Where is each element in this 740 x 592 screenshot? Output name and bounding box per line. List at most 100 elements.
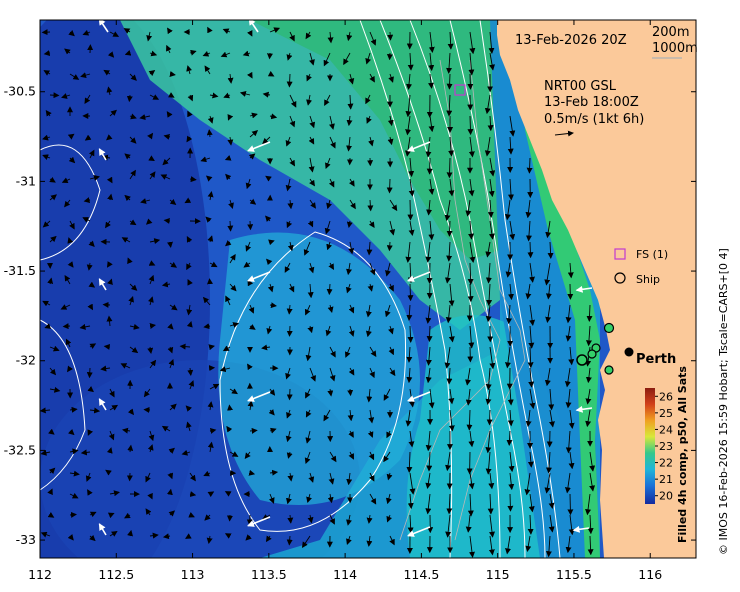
current-arrow	[204, 514, 211, 521]
current-arrow	[504, 346, 511, 369]
current-arrow	[207, 191, 214, 201]
current-arrow	[49, 345, 60, 352]
wind-arrow	[407, 391, 431, 402]
colorbar-tick-label: 22	[659, 457, 673, 470]
current-arrow	[124, 153, 131, 160]
wind-arrow	[407, 271, 431, 282]
current-arrow	[80, 72, 91, 79]
current-arrow	[369, 493, 377, 505]
current-arrow	[565, 535, 572, 554]
wind-arrow	[247, 391, 271, 402]
current-arrow	[229, 253, 236, 264]
current-arrow	[346, 220, 353, 228]
current-arrow	[527, 451, 534, 468]
colorbar-tick-label: 25	[659, 407, 673, 420]
current-arrow	[126, 94, 133, 103]
current-arrow	[245, 241, 252, 252]
current-arrow	[285, 178, 292, 192]
current-arrow	[465, 514, 472, 533]
current-arrow	[529, 388, 536, 410]
current-arrow	[187, 367, 194, 376]
current-arrow	[129, 169, 136, 180]
current-arrow	[346, 535, 352, 545]
current-arrow	[207, 278, 213, 285]
current-arrow	[305, 31, 312, 40]
current-arrow	[202, 50, 211, 57]
current-arrow	[227, 404, 234, 411]
current-arrow	[446, 52, 453, 74]
current-arrow	[187, 279, 193, 286]
current-arrow	[249, 112, 258, 119]
current-arrow	[405, 115, 412, 136]
current-arrow	[86, 262, 93, 271]
current-arrow	[242, 50, 251, 57]
wind-arrow	[407, 141, 431, 152]
current-arrow	[325, 325, 332, 337]
current-arrow	[49, 92, 60, 99]
current-arrow	[446, 94, 453, 117]
current-arrow	[44, 323, 52, 329]
current-arrow	[365, 52, 372, 65]
isobath-1000m-label: 1000m	[652, 41, 698, 56]
current-arrow	[67, 237, 74, 244]
current-arrow	[146, 31, 153, 42]
current-source-label: NRT00 GSL	[544, 79, 617, 94]
current-arrow	[42, 300, 51, 307]
current-arrow	[323, 52, 331, 67]
current-arrow	[83, 197, 91, 204]
current-arrow	[386, 472, 393, 481]
current-arrow	[86, 367, 93, 379]
current-arrow	[324, 94, 331, 106]
current-arrow	[468, 220, 475, 240]
current-arrow	[87, 489, 93, 496]
fs-legend-label: FS (1)	[636, 248, 668, 261]
current-arrow	[428, 115, 435, 133]
colorbar-tick-label: 20	[659, 490, 673, 503]
current-arrow	[167, 92, 175, 98]
current-arrow	[428, 220, 435, 241]
current-arrow	[261, 344, 271, 351]
current-arrow	[348, 178, 355, 187]
current-arrow	[207, 26, 213, 34]
current-arrow	[389, 367, 396, 377]
current-arrow	[107, 278, 113, 286]
current-arrow	[387, 31, 394, 41]
current-arrow	[385, 262, 391, 277]
x-tick-label: 113.5	[251, 567, 287, 582]
current-arrow	[64, 274, 71, 285]
current-arrow	[504, 199, 511, 221]
current-arrow	[507, 493, 514, 512]
current-arrow	[203, 470, 211, 477]
current-arrow	[61, 177, 71, 183]
current-arrow	[485, 304, 492, 323]
current-arrow	[181, 449, 191, 456]
current-arrow	[229, 322, 240, 328]
current-arrow	[444, 346, 451, 369]
current-arrow	[149, 94, 160, 100]
current-arrow	[484, 94, 491, 115]
current-arrow	[585, 325, 592, 347]
wind-arrow	[98, 148, 107, 161]
current-arrow	[489, 346, 496, 370]
current-arrow	[308, 136, 315, 145]
current-arrow	[326, 241, 333, 251]
current-arrow	[468, 178, 475, 197]
current-arrow	[508, 451, 515, 473]
current-arrow	[465, 199, 472, 217]
current-arrow	[186, 236, 193, 243]
current-arrow	[286, 304, 293, 315]
current-arrow	[80, 449, 91, 456]
current-arrow	[307, 325, 314, 334]
current-arrow	[585, 388, 592, 405]
colorbar-tick-label: 24	[659, 423, 673, 436]
current-arrow	[347, 94, 354, 110]
current-arrow	[67, 261, 74, 268]
current-arrow	[466, 409, 473, 431]
current-arrow	[386, 178, 393, 194]
current-arrow	[527, 346, 534, 369]
current-arrow	[284, 262, 291, 273]
current-arrow	[168, 510, 176, 517]
current-arrow	[285, 493, 292, 505]
current-arrow	[288, 283, 295, 293]
current-arrow	[147, 492, 153, 500]
